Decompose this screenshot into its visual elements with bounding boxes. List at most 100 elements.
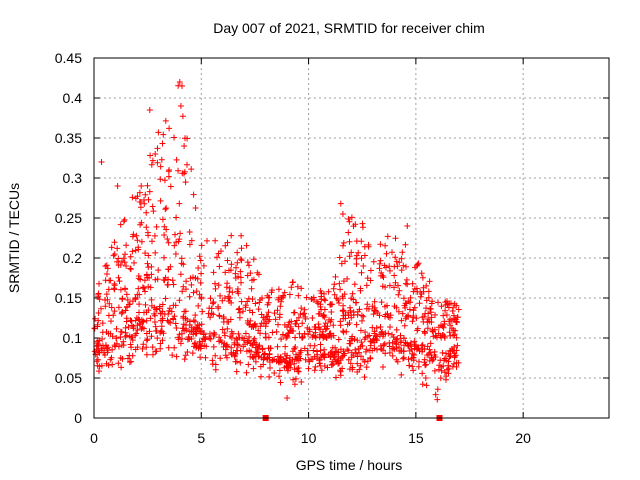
data-point: [212, 280, 218, 287]
data-point: [340, 278, 347, 285]
data-point: [115, 274, 122, 281]
data-point: [395, 308, 402, 315]
data-point: [275, 321, 281, 328]
data-point: [152, 151, 159, 157]
data-point: [453, 334, 460, 341]
data-point: [427, 340, 434, 347]
data-point: [426, 278, 433, 285]
data-point: [260, 320, 267, 327]
data-point: [363, 282, 370, 289]
data-point: [252, 320, 259, 327]
data-point: [331, 291, 338, 298]
data-point: [138, 238, 145, 245]
data-point: [347, 304, 353, 311]
data-point: [227, 333, 234, 340]
data-point: [122, 307, 129, 314]
data-point: [310, 297, 317, 303]
data-point: [111, 308, 118, 315]
data-point: [335, 336, 342, 343]
data-point: [114, 183, 121, 189]
data-point: [436, 362, 443, 369]
data-point: [358, 255, 365, 262]
data-point: [153, 306, 160, 313]
data-point: [237, 359, 244, 366]
data-point: [414, 325, 421, 332]
data-point: [277, 303, 284, 310]
data-point: [344, 321, 351, 328]
x-tick-label: 0: [90, 430, 98, 446]
data-point: [316, 360, 323, 367]
data-point: [135, 244, 142, 251]
data-point: [399, 249, 406, 256]
data-point: [96, 280, 102, 287]
data-point: [118, 342, 125, 349]
data-point: [173, 353, 180, 360]
data-point: [300, 311, 307, 318]
data-point: [451, 360, 457, 367]
data-point: [399, 310, 406, 317]
data-point: [283, 335, 290, 341]
data-point: [252, 344, 259, 351]
data-point: [152, 276, 159, 283]
data-point: [284, 395, 291, 401]
data-point: [160, 131, 167, 138]
data-point: [380, 364, 386, 370]
data-point: [346, 238, 353, 245]
data-point: [142, 301, 149, 308]
data-point: [172, 231, 178, 238]
data-point: [386, 349, 393, 356]
y-tick-label: 0.15: [55, 290, 82, 306]
data-point: [434, 386, 441, 393]
data-point: [197, 279, 204, 286]
data-point: [130, 231, 137, 238]
data-point: [404, 223, 411, 229]
data-point: [353, 299, 360, 306]
data-point: [91, 325, 98, 332]
data-point: [228, 349, 235, 356]
data-point: [440, 312, 447, 319]
data-point: [198, 270, 205, 277]
data-point: [437, 375, 444, 382]
data-point: [144, 182, 151, 189]
data-point: [395, 282, 401, 289]
data-point: [142, 288, 148, 295]
data-point: [453, 302, 460, 309]
data-point: [165, 344, 172, 351]
data-point: [345, 216, 352, 222]
data-point: [357, 287, 364, 294]
data-point: [317, 287, 324, 294]
data-point: [357, 327, 364, 334]
data-point: [296, 351, 303, 358]
data-point: [415, 363, 422, 370]
data-point: [323, 335, 330, 341]
data-point: [215, 305, 222, 312]
data-point: [238, 232, 245, 239]
data-point: [182, 352, 189, 359]
data-point: [306, 358, 313, 365]
data-point: [315, 321, 322, 328]
data-point: [259, 295, 265, 302]
data-point: [317, 301, 324, 308]
data-point: [242, 330, 249, 337]
data-point: [115, 262, 122, 269]
data-point: [291, 381, 298, 388]
data-point: [398, 371, 405, 378]
data-point: [454, 342, 461, 349]
data-point: [349, 366, 356, 373]
data-point: [377, 324, 384, 330]
data-point: [373, 333, 380, 340]
data-point: [123, 315, 130, 322]
data-point: [176, 200, 183, 207]
data-point: [353, 255, 360, 262]
data-point: [105, 362, 112, 369]
data-point: [95, 317, 102, 324]
data-point: [212, 352, 219, 359]
data-point: [424, 343, 431, 350]
data-point: [332, 356, 339, 363]
data-point: [238, 257, 245, 264]
data-point: [190, 317, 197, 324]
data-point: [108, 354, 115, 361]
data-point: [340, 242, 346, 249]
data-point: [238, 279, 244, 286]
data-point: [358, 312, 365, 319]
